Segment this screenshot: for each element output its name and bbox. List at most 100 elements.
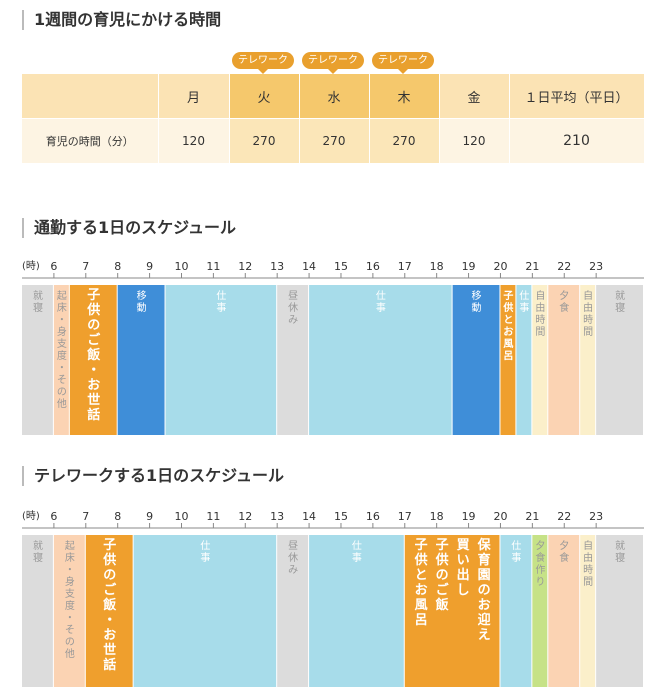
label-char: ・ bbox=[57, 363, 67, 374]
label-char: 仕 bbox=[511, 539, 521, 552]
label-char: 買 bbox=[457, 538, 470, 553]
label-char: 食 bbox=[559, 551, 569, 564]
header-day-tue: 火 bbox=[229, 74, 300, 119]
schedule-block-label: 仕事 bbox=[519, 289, 529, 314]
label-char: 仕 bbox=[519, 289, 529, 302]
schedule-block-label: 移動 bbox=[137, 289, 147, 314]
schedule-block-label: 夕食 bbox=[559, 290, 569, 314]
hour-tick-label-18: 18 bbox=[430, 510, 444, 523]
schedule-block-work bbox=[309, 285, 452, 435]
label-char: そ bbox=[65, 624, 75, 636]
hour-tick-label-22: 22 bbox=[557, 510, 571, 523]
label-char: 育 bbox=[478, 552, 491, 568]
label-char: 飯 bbox=[435, 597, 449, 613]
label-char: 夕 bbox=[535, 540, 545, 552]
schedule-block-label: 夕食 bbox=[559, 540, 569, 564]
label-char: 間 bbox=[583, 326, 593, 338]
label-char: 子 bbox=[87, 288, 100, 303]
hour-tick-label-19: 19 bbox=[462, 510, 476, 523]
label-char: 風 bbox=[503, 338, 513, 350]
label-char: 事 bbox=[200, 551, 210, 564]
label-char: 身 bbox=[57, 325, 67, 338]
weekly-childcare-table: 月 火 水 木 金 １日平均（平日） 育児の時間（分） 120 270 270 … bbox=[22, 74, 645, 164]
hour-tick-label-9: 9 bbox=[146, 510, 153, 523]
header-day-mon: 月 bbox=[158, 74, 230, 119]
label-char: 寝 bbox=[615, 301, 625, 314]
label-char: と bbox=[503, 314, 513, 326]
label-char: 休 bbox=[288, 302, 298, 314]
value-thu: 270 bbox=[369, 118, 440, 164]
header-empty-cell bbox=[22, 74, 159, 119]
section-title-commute: 通勤する1日のスケジュール bbox=[22, 218, 236, 238]
schedule-block-sleep bbox=[22, 285, 53, 435]
label-char: お bbox=[478, 598, 491, 613]
schedule-block-label: 仕事 bbox=[352, 539, 362, 564]
label-char: 迎 bbox=[478, 612, 491, 628]
schedule-block-work bbox=[133, 535, 277, 687]
label-char: 休 bbox=[288, 552, 298, 564]
hour-tick-label-15: 15 bbox=[334, 260, 348, 273]
label-char: 子 bbox=[415, 538, 428, 553]
label-char: 昼 bbox=[288, 540, 298, 552]
label-char: 動 bbox=[137, 301, 147, 314]
schedule-block-work bbox=[500, 535, 532, 687]
header-average: １日平均（平日） bbox=[509, 74, 645, 119]
label-char: 世 bbox=[87, 392, 100, 408]
label-char: 身 bbox=[65, 575, 75, 588]
hour-tick-label-6: 6 bbox=[50, 510, 57, 523]
schedule-block-label: 就寝 bbox=[33, 289, 43, 314]
label-char: 間 bbox=[535, 326, 545, 338]
label-char: 時 bbox=[535, 314, 545, 326]
label-char: 移 bbox=[472, 289, 482, 302]
label-char: ・ bbox=[65, 565, 75, 576]
label-char: ・ bbox=[57, 315, 67, 326]
label-char: お bbox=[103, 628, 116, 643]
telework-badge-wed: テレワーク bbox=[302, 52, 364, 74]
label-char: 他 bbox=[65, 647, 75, 660]
hour-tick-label-13: 13 bbox=[270, 260, 284, 273]
hour-tick-label-10: 10 bbox=[174, 510, 188, 523]
label-char: い bbox=[457, 553, 470, 568]
label-char: 事 bbox=[519, 301, 529, 314]
label-char: ・ bbox=[103, 613, 116, 628]
label-char: 食 bbox=[559, 301, 569, 314]
schedule-block-childcare bbox=[85, 535, 133, 687]
schedule-block-label: 仕事 bbox=[511, 539, 521, 564]
label-char: 由 bbox=[583, 551, 593, 564]
label-char: 間 bbox=[583, 576, 593, 588]
hour-tick-label-22: 22 bbox=[557, 260, 571, 273]
hour-tick-label-18: 18 bbox=[430, 260, 444, 273]
label-char: ご bbox=[436, 582, 450, 598]
label-char: 呂 bbox=[503, 350, 513, 362]
schedule-block-dinner bbox=[548, 535, 580, 687]
schedule-block-work bbox=[309, 535, 404, 687]
value-wed: 270 bbox=[299, 118, 370, 164]
schedule-block-work bbox=[516, 285, 532, 435]
label-char: 寝 bbox=[33, 551, 43, 564]
label-char: の bbox=[57, 387, 67, 398]
hour-tick-label-15: 15 bbox=[334, 510, 348, 523]
label-char: 供 bbox=[502, 301, 513, 314]
label-char: 床 bbox=[57, 301, 67, 314]
header-day-thu: 木 bbox=[369, 74, 440, 119]
label-char: の bbox=[87, 318, 100, 333]
label-char: お bbox=[503, 326, 513, 338]
label-char: 由 bbox=[535, 301, 545, 314]
hour-tick-label-13: 13 bbox=[270, 510, 284, 523]
label-char: 呂 bbox=[415, 613, 428, 628]
hour-tick-label-14: 14 bbox=[302, 260, 316, 273]
hour-unit-label: (時) bbox=[22, 510, 40, 522]
value-average: 210 bbox=[509, 118, 645, 164]
label-char: 供 bbox=[414, 552, 428, 568]
schedule-block-label: 移動 bbox=[472, 289, 482, 314]
label-char: 就 bbox=[615, 539, 625, 552]
label-char: 仕 bbox=[200, 539, 210, 552]
label-char: ご bbox=[87, 332, 101, 348]
label-char: 他 bbox=[57, 397, 67, 410]
schedule-block-work bbox=[165, 285, 277, 435]
schedule-block-label: 就寝 bbox=[615, 289, 625, 314]
